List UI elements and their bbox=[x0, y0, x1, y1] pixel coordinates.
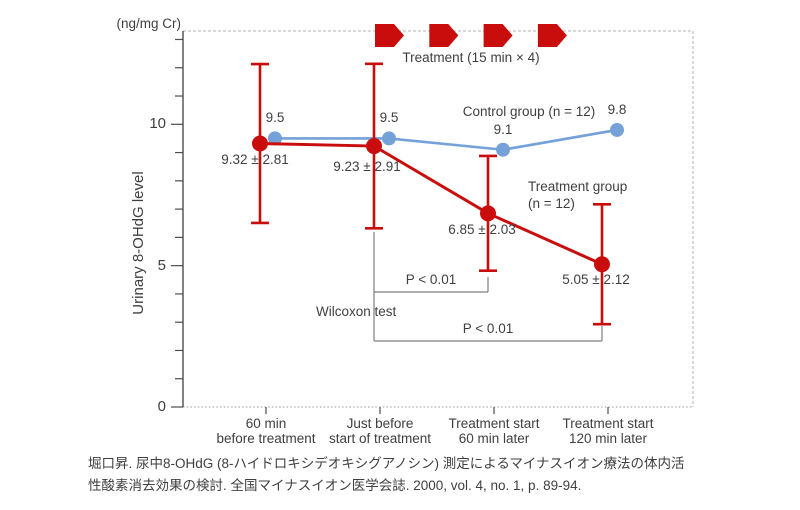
x-category-label: Just before start of treatment bbox=[328, 416, 432, 446]
control-series-line bbox=[275, 128, 618, 152]
citation-text: 堀口昇. 尿中8-OHdG (8-ハイドロキシデオキシグアノシン) 測定によるマ… bbox=[88, 453, 768, 497]
point-value-label: 9.5 bbox=[379, 110, 399, 126]
treatment-group-legend-label: Treatment group (n = 12) bbox=[528, 178, 627, 212]
treatment-data-point bbox=[480, 205, 496, 222]
x-category-label: Treatment start 60 min later bbox=[448, 416, 540, 446]
treatment-group-legend-line2: (n = 12) bbox=[528, 196, 575, 211]
y-axis-title: Urinary 8-OHdG level bbox=[130, 171, 148, 315]
p-value-label: P < 0.01 bbox=[405, 272, 457, 287]
stat-test-label: Wilcoxon test bbox=[316, 304, 397, 319]
treatment-group-legend-line1: Treatment group bbox=[528, 179, 628, 194]
treatment-arrow-icon bbox=[483, 24, 513, 47]
control-data-point bbox=[610, 122, 624, 137]
control-data-point bbox=[268, 131, 282, 146]
point-value-label: 9.8 bbox=[607, 101, 627, 117]
y-tick-label: 5 bbox=[157, 256, 166, 274]
point-value-label: 9.1 bbox=[493, 121, 513, 137]
point-value-label: 5.05 ± 2.12 bbox=[562, 272, 630, 288]
control-group-legend-label: Control group (n = 12) bbox=[462, 104, 596, 119]
point-value-label: 9.32 ± 2.81 bbox=[221, 151, 289, 167]
point-value-label: 6.85 ± 2.03 bbox=[448, 222, 516, 238]
y-tick-label: 0 bbox=[157, 398, 166, 415]
treatment-data-point bbox=[252, 135, 268, 152]
p-value-label: P < 0.01 bbox=[462, 321, 514, 336]
citation-line2: 性酸素消去効果の検討. 全国マイナスイオン医学会誌. 2000, vol. 4,… bbox=[88, 478, 582, 493]
x-category-label: Treatment start 120 min later bbox=[562, 416, 654, 446]
treatment-data-point bbox=[366, 138, 382, 155]
control-data-point bbox=[496, 142, 510, 157]
treatment-series-line bbox=[259, 142, 603, 266]
treatment-arrows-caption: Treatment (15 min × 4) bbox=[402, 50, 540, 65]
treatment-arrow-icon bbox=[537, 24, 567, 47]
control-data-point bbox=[382, 131, 396, 146]
treatment-arrow-icon bbox=[375, 24, 404, 47]
citation-line1: 堀口昇. 尿中8-OHdG (8-ハイドロキシデオキシグアノシン) 測定によるマ… bbox=[88, 456, 685, 471]
point-value-label: 9.23 ± 2.91 bbox=[333, 159, 401, 175]
treatment-data-point bbox=[594, 256, 610, 273]
y-tick-label: 10 bbox=[149, 115, 166, 133]
treatment-arrow-icon bbox=[429, 24, 459, 47]
x-category-label: 60 min before treatment bbox=[216, 416, 316, 446]
point-value-label: 9.5 bbox=[265, 110, 285, 126]
y-axis-unit-label: (ng/mg Cr) bbox=[116, 16, 181, 31]
